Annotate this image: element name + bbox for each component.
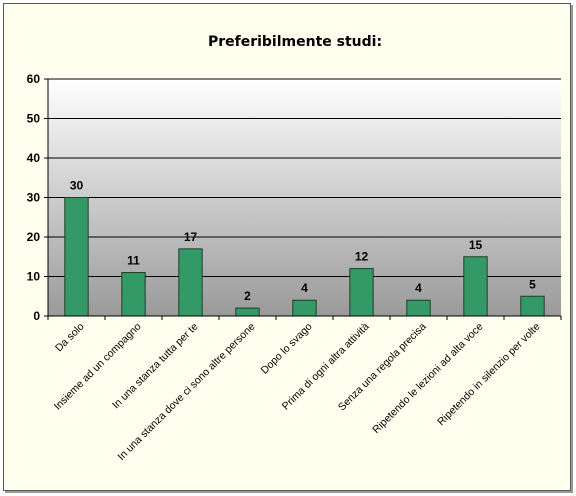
y-tick-label: 50 <box>27 112 41 126</box>
bar <box>178 248 203 317</box>
y-tick-label: 60 <box>27 72 41 86</box>
x-category-label: Ripetendo in silenzio per volte <box>435 321 543 429</box>
data-label: 12 <box>355 250 369 264</box>
data-label: 2 <box>244 289 251 303</box>
bar <box>235 307 260 317</box>
bar <box>463 256 488 317</box>
bar <box>520 295 545 317</box>
data-label: 11 <box>127 254 140 268</box>
x-category-label: Dopo lo svago <box>259 321 315 377</box>
bar <box>406 299 431 317</box>
bar <box>64 197 89 317</box>
y-tick-label: 30 <box>27 191 41 205</box>
data-labels: 30 11 17 2 4 12 4 15 5 <box>70 179 536 304</box>
data-label: 4 <box>301 281 308 295</box>
y-tick-label: 10 <box>27 270 41 284</box>
data-label: 17 <box>184 230 198 244</box>
data-label: 4 <box>415 281 422 295</box>
y-tick-label: 20 <box>27 230 41 244</box>
bar-chart: 30 11 17 2 4 12 4 15 5 0 10 20 30 40 50 60 Da soloInsi… <box>27 34 562 463</box>
bars <box>64 197 545 317</box>
y-tick-label: 40 <box>27 151 41 165</box>
axes <box>44 78 562 320</box>
y-tick-labels: 0 10 20 30 40 50 60 <box>27 72 41 323</box>
chart-frame: 30 11 17 2 4 12 4 15 5 0 10 20 30 40 50 60 Da solo Insi… <box>3 3 571 491</box>
x-category-label: Ripetendo le lezioni ad alta voce <box>370 321 486 437</box>
data-label: 30 <box>70 179 84 193</box>
data-label: 15 <box>469 238 483 252</box>
chart-title: Preferibilmente studi: <box>208 34 382 50</box>
bar <box>121 272 146 317</box>
y-tick-label: 0 <box>33 309 40 323</box>
data-label: 5 <box>529 277 536 291</box>
bar <box>349 268 374 317</box>
bar <box>292 299 317 317</box>
x-category-label: Da solo <box>53 321 87 355</box>
